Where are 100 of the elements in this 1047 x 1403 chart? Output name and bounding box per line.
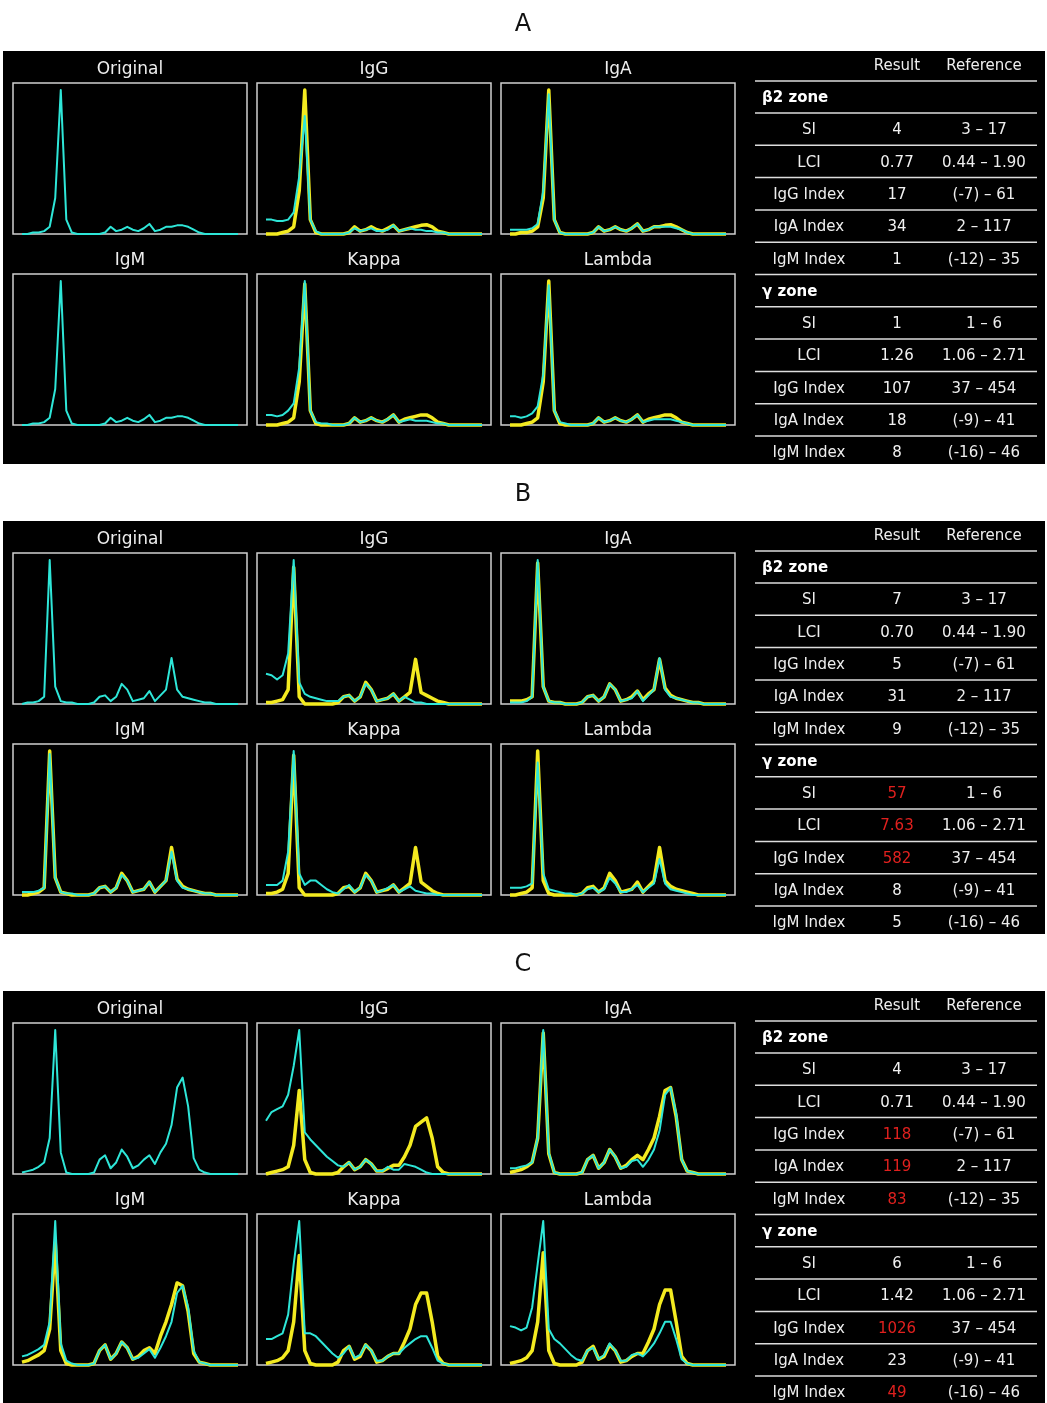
text: 0.44 – 1.90 [942,152,1026,171]
category-label: β2 zone [762,88,829,106]
category-label: IgG Index [773,184,845,203]
text: (-7) – 61 [952,184,1016,203]
text: 1 – 6 [965,1254,1003,1273]
text: 2 – 117 [956,1157,1012,1176]
category-label: LCI [797,1092,821,1111]
category-label: IgM Index [772,443,846,462]
text: 18 [887,411,907,429]
text: B [514,479,532,507]
text: 37 – 454 [951,848,1017,867]
category-label: Reference [946,996,1022,1014]
category-label: IgM Index [772,249,846,268]
text: 57 [887,784,907,803]
text: C [514,949,532,977]
text: (-12) – 35 [947,719,1021,738]
chart-title: IgM [114,719,146,739]
chart-title: IgM [114,1189,146,1209]
text: 37 – 454 [951,1318,1017,1337]
chart-title: Original [96,528,164,548]
category-label: SI [802,1060,816,1079]
text: 37 – 454 [951,378,1017,397]
text: 0.44 – 1.90 [942,1092,1026,1111]
chart-title: IgA [604,58,633,78]
text: A [514,9,532,37]
text: 1 – 6 [965,314,1003,333]
text: (-12) – 35 [947,1189,1021,1208]
text: 34 [887,217,907,236]
category-label: Reference [946,526,1022,544]
category-label: IgA Index [773,1351,845,1369]
chart-title: IgG [359,998,389,1018]
text: 7.63 [880,816,914,835]
chart-title: Kappa [347,719,401,739]
text: 0.77 [880,152,914,171]
text: 3 – 17 [961,1060,1007,1079]
text: 582 [882,848,912,867]
category-label: IgA Index [773,881,845,899]
category-label: SI [802,590,816,609]
text: (-12) – 35 [947,249,1021,268]
category-label: IgM Index [772,1383,846,1402]
chart-title: IgA [604,998,633,1018]
category-label: IgA Index [773,687,845,706]
text: 2 – 117 [956,217,1012,236]
text: 119 [882,1157,912,1176]
text: (-7) – 61 [952,1124,1016,1143]
text: (-9) – 41 [952,881,1016,899]
category-label: IgA Index [773,411,845,429]
category-label: LCI [797,152,821,171]
text: 1.06 – 2.71 [942,1286,1026,1305]
text: 118 [882,1124,912,1143]
category-label: IgA Index [773,217,845,236]
text: 1 [892,249,902,268]
chart-title: Lambda [583,249,653,269]
category-label: SI [802,1254,816,1273]
category-label: IgG Index [773,378,845,397]
category-label: Reference [946,56,1022,74]
text: 17 [887,184,907,203]
text: 1.26 [880,346,914,365]
category-label: Result [873,996,921,1014]
category-label: γ zone [762,1221,818,1240]
chart-title: Original [96,58,164,78]
chart-title: IgA [604,528,633,548]
category-label: SI [802,784,816,803]
chart-title: IgG [359,528,389,548]
category-label: Result [873,56,921,74]
category-label: β2 zone [762,558,829,576]
text: 2 – 117 [956,687,1012,706]
category-label: IgM Index [772,719,846,738]
category-label: IgG Index [773,848,845,867]
category-label: SI [802,314,816,333]
chart-title: Kappa [347,249,401,269]
text: 3 – 17 [961,590,1007,609]
text: 83 [887,1189,907,1208]
text: 1 [892,314,902,333]
text: (-16) – 46 [947,1383,1021,1402]
category-label: LCI [797,816,821,835]
text: 7 [892,590,902,609]
category-label: IgG Index [773,1318,845,1337]
category-label: Result [873,526,921,544]
category-label: IgG Index [773,654,845,673]
text: 8 [892,881,902,899]
text: 3 – 17 [961,120,1007,139]
text: (-7) – 61 [952,654,1016,673]
text: 4 [892,1060,902,1079]
text: 31 [887,687,907,706]
text: 107 [882,378,912,397]
chart-title: Lambda [583,1189,653,1209]
text: 1.06 – 2.71 [942,346,1026,365]
category-label: γ zone [762,281,818,300]
text: 1 – 6 [965,784,1003,803]
chart-title: IgG [359,58,389,78]
chart-title: Lambda [583,719,653,739]
text: 5 [892,654,902,673]
text: 49 [887,1383,907,1402]
category-label: SI [802,120,816,139]
text: 0.70 [880,622,914,641]
text: (-16) – 46 [947,443,1021,462]
text: 1.42 [880,1286,914,1305]
text: 1.06 – 2.71 [942,816,1026,835]
text: 5 [892,913,902,932]
